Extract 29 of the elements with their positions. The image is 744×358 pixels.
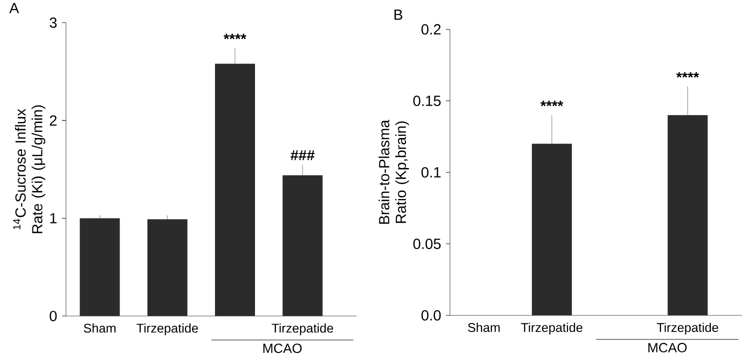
y-tick-label: 2 [50,115,57,126]
y-axis-title: $^{14}$C-Sucrose Influx Rate (Ki) (μL/g/min) [13,105,46,234]
chart-title: B [394,10,402,20]
y-axis-title: Brain-to-Plasma Ratio (Kp,brain) [378,120,409,224]
bar [80,218,120,316]
y-tick-label: 0.2 [421,24,441,35]
x-tick-label: Tirzepatide [136,323,198,336]
bar [147,219,188,316]
data-label: **** [676,72,700,78]
y-tick-label: 1 [50,213,57,224]
x-tick-label: Tirzepatide [656,322,718,335]
x-tick-label: Tirzepatide [521,322,582,335]
text: MCAO [648,342,687,352]
y-tick-label: 0 [50,310,57,322]
text: MCAO [263,344,302,354]
x-tick-label: Sham [84,323,116,333]
chart-title: A [9,2,20,14]
data-label: **** [540,100,564,106]
x-tick-label: Tirzepatide [272,323,334,336]
y-tick-label: 0.1 [421,167,441,178]
y-tick-label: 3 [50,17,57,28]
data-label: ### [290,150,315,160]
bar [282,175,323,316]
x-tick-label: Sham [468,322,500,332]
bar [214,64,255,316]
y-tick-label: 0.15 [413,96,441,106]
data-label: **** [224,34,246,40]
y-tick-label: 0.0 [421,310,441,321]
y-tick-label: 0.05 [413,238,441,250]
